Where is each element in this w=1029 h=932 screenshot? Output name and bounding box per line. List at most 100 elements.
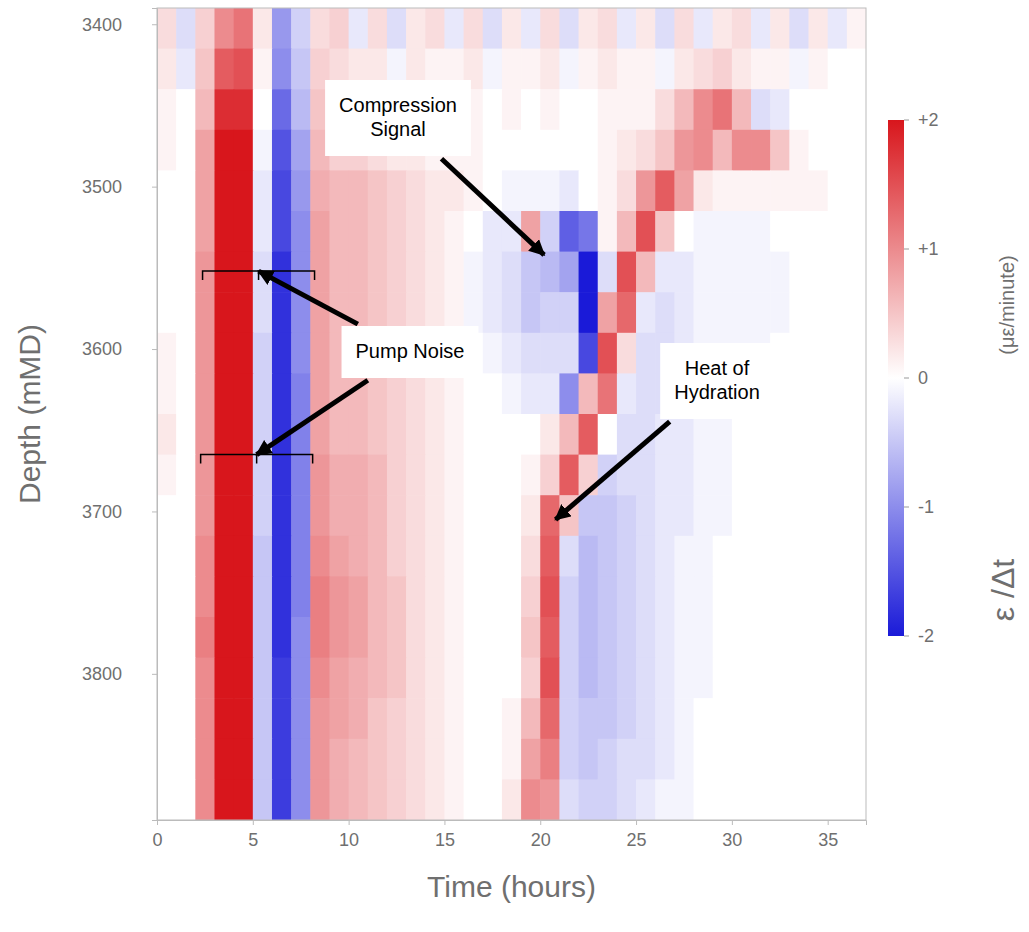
heat-cell <box>387 414 407 455</box>
heat-cell <box>636 576 656 617</box>
heat-cell <box>234 739 254 780</box>
heat-cell <box>598 617 618 658</box>
heat-cell <box>483 211 503 252</box>
heat-cell <box>464 779 484 820</box>
heat-cell <box>521 130 541 171</box>
heat-cell <box>157 414 177 455</box>
heat-cell <box>770 495 790 536</box>
heat-cell <box>349 536 369 577</box>
heat-cell <box>751 617 771 658</box>
heat-cell <box>732 739 752 780</box>
y-axis-title: Depth (mMD) <box>13 324 46 504</box>
heat-cell <box>751 739 771 780</box>
heat-cell <box>617 8 637 49</box>
heat-cell <box>214 211 234 252</box>
heat-cell <box>464 252 484 293</box>
heat-cell <box>655 698 675 739</box>
colorbar-tick-label: +2 <box>918 110 939 130</box>
heat-cell <box>540 576 560 617</box>
heat-cell <box>291 455 311 496</box>
heat-cell <box>444 698 464 739</box>
heat-cell <box>444 617 464 658</box>
heat-cell <box>559 333 579 374</box>
heat-cell <box>655 211 675 252</box>
colorbar-tick <box>904 120 909 121</box>
heat-cell <box>464 455 484 496</box>
heat-cell <box>674 89 694 130</box>
heat-cell <box>406 698 426 739</box>
heat-cell <box>598 698 618 739</box>
heat-cell <box>329 495 349 536</box>
heat-cell <box>674 779 694 820</box>
heat-cell <box>502 658 522 699</box>
heat-cell <box>157 739 177 780</box>
x-tick-mark <box>636 820 637 825</box>
heat-cell <box>253 576 273 617</box>
colorbar-tick-label: +1 <box>918 239 939 259</box>
heat-cell <box>157 455 177 496</box>
heat-cell <box>349 495 369 536</box>
heat-cell <box>713 455 733 496</box>
y-tick-label: 3700 <box>82 502 122 522</box>
heat-cell <box>272 536 292 577</box>
heat-cell <box>770 658 790 699</box>
heat-cell <box>349 658 369 699</box>
heat-cell <box>579 495 599 536</box>
heat-cell <box>349 455 369 496</box>
heat-cell <box>847 658 866 699</box>
heat-cell <box>540 89 560 130</box>
y-axis: 34003500360037003800 <box>82 9 158 821</box>
heat-cell <box>579 739 599 780</box>
heat-cell <box>349 252 369 293</box>
colorbar-label: ε /Δt <box>985 559 1021 621</box>
x-tick: 5 <box>248 820 258 850</box>
heat-cell <box>291 617 311 658</box>
heat-cell <box>406 414 426 455</box>
heat-cell <box>732 495 752 536</box>
heat-cell <box>617 89 637 130</box>
heat-cell <box>521 576 541 617</box>
heat-cell <box>579 8 599 49</box>
heat-cell <box>809 252 829 293</box>
heat-cell <box>521 414 541 455</box>
heat-cell <box>387 658 407 699</box>
heat-cell <box>789 536 809 577</box>
heat-cell <box>329 658 349 699</box>
heat-cell <box>464 414 484 455</box>
heat-cell <box>368 455 388 496</box>
heat-cell <box>368 617 388 658</box>
heat-cell <box>483 49 503 90</box>
heat-cell <box>732 89 752 130</box>
heat-cell <box>847 414 866 455</box>
heat-cell <box>502 373 522 414</box>
heat-cell <box>176 455 196 496</box>
heat-cell <box>713 292 733 333</box>
heat-cell <box>387 455 407 496</box>
heat-cell <box>847 373 866 414</box>
heat-cell <box>694 252 714 293</box>
heat-cell <box>674 252 694 293</box>
heat-cell <box>559 536 579 577</box>
heat-cell <box>789 658 809 699</box>
heat-cell <box>674 49 694 90</box>
heat-cell <box>214 617 234 658</box>
heat-cell <box>521 49 541 90</box>
heat-cell <box>214 130 234 171</box>
heat-cell <box>329 252 349 293</box>
heat-cell <box>674 170 694 211</box>
heat-cell <box>329 739 349 780</box>
heat-cell <box>636 252 656 293</box>
heat-cell <box>406 170 426 211</box>
heat-cell <box>598 536 618 577</box>
heat-cell <box>540 130 560 171</box>
heat-cell <box>253 373 273 414</box>
heat-cell <box>732 130 752 171</box>
heat-cell <box>483 495 503 536</box>
heat-cell <box>598 739 618 780</box>
heat-cell <box>444 373 464 414</box>
heat-cell <box>272 49 292 90</box>
heat-cell <box>157 170 177 211</box>
heat-cell <box>310 576 330 617</box>
heat-cell <box>617 211 637 252</box>
x-tick: 30 <box>722 820 742 850</box>
